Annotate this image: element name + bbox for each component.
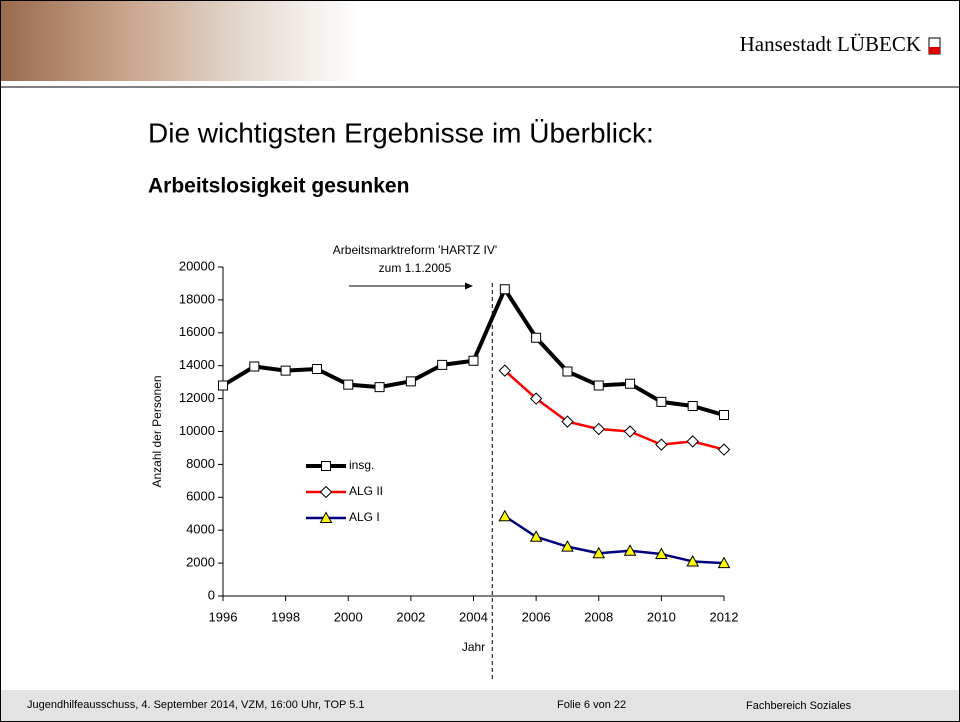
point xyxy=(688,402,697,411)
brand-icon-red xyxy=(929,47,940,54)
x-tick-label: 2002 xyxy=(396,609,425,624)
chart: Hansestadt LÜBECK Die wichtigsten Ergebn… xyxy=(1,1,959,721)
point xyxy=(438,360,447,369)
point xyxy=(626,379,635,388)
point xyxy=(563,367,572,376)
x-axis-label: Jahr xyxy=(462,640,485,654)
y-tick-label: 18000 xyxy=(179,291,215,306)
point xyxy=(312,364,321,373)
footer-department: Fachbereich Soziales xyxy=(746,700,852,712)
y-tick-label: 20000 xyxy=(179,258,215,273)
point xyxy=(344,380,353,389)
point xyxy=(500,285,509,294)
legend-label: ALG I xyxy=(349,510,380,524)
legend-label: ALG II xyxy=(349,484,383,498)
series-line xyxy=(223,289,724,415)
y-axis-label: Anzahl der Personen xyxy=(150,375,164,487)
point xyxy=(406,377,415,386)
annotation: zum 1.1.2005 xyxy=(379,261,452,275)
point xyxy=(499,511,510,521)
point xyxy=(219,381,228,390)
x-tick-label: 2004 xyxy=(459,609,488,624)
annotation: Arbeitsmarktreform 'HARTZ IV' xyxy=(333,243,497,257)
y-tick-label: 0 xyxy=(208,587,215,602)
footer-meeting: Jugendhilfeausschuss, 4. September 2014,… xyxy=(27,699,365,711)
x-tick-label: 2000 xyxy=(334,609,363,624)
point xyxy=(687,436,698,447)
y-tick-label: 14000 xyxy=(179,357,215,372)
point xyxy=(656,439,667,450)
x-tick-label: 2006 xyxy=(522,609,551,624)
point xyxy=(469,356,478,365)
point xyxy=(250,362,259,371)
point xyxy=(657,397,666,406)
brand: Hansestadt LÜBECK xyxy=(740,32,921,56)
x-tick-label: 2008 xyxy=(584,609,613,624)
x-tick-label: 1996 xyxy=(209,609,238,624)
slide-title: Die wichtigsten Ergebnisse im Überblick: xyxy=(148,117,654,148)
y-tick-label: 8000 xyxy=(186,456,215,471)
point xyxy=(532,333,541,342)
legend-label: insg. xyxy=(349,458,374,472)
y-tick-label: 4000 xyxy=(186,522,215,537)
footer-page: Folie 6 von 22 xyxy=(557,699,626,711)
point xyxy=(720,411,729,420)
y-tick-label: 16000 xyxy=(179,324,215,339)
slide: Hansestadt LÜBECK Die wichtigsten Ergebn… xyxy=(0,0,960,722)
legend-marker xyxy=(321,487,332,498)
legend-marker xyxy=(322,462,331,471)
x-tick-label: 1998 xyxy=(271,609,300,624)
point xyxy=(281,366,290,375)
annotation-arrowhead xyxy=(465,283,473,290)
point xyxy=(625,426,636,437)
point xyxy=(594,381,603,390)
x-tick-label: 2010 xyxy=(647,609,676,624)
y-tick-label: 10000 xyxy=(179,423,215,438)
y-tick-label: 2000 xyxy=(186,555,215,570)
point xyxy=(593,424,604,435)
y-tick-label: 12000 xyxy=(179,390,215,405)
y-tick-label: 6000 xyxy=(186,489,215,504)
point xyxy=(375,383,384,392)
slide-subtitle: Arbeitslosigkeit gesunken xyxy=(148,175,409,198)
point xyxy=(719,444,730,455)
x-tick-label: 2012 xyxy=(710,609,739,624)
header-image xyxy=(1,1,361,81)
